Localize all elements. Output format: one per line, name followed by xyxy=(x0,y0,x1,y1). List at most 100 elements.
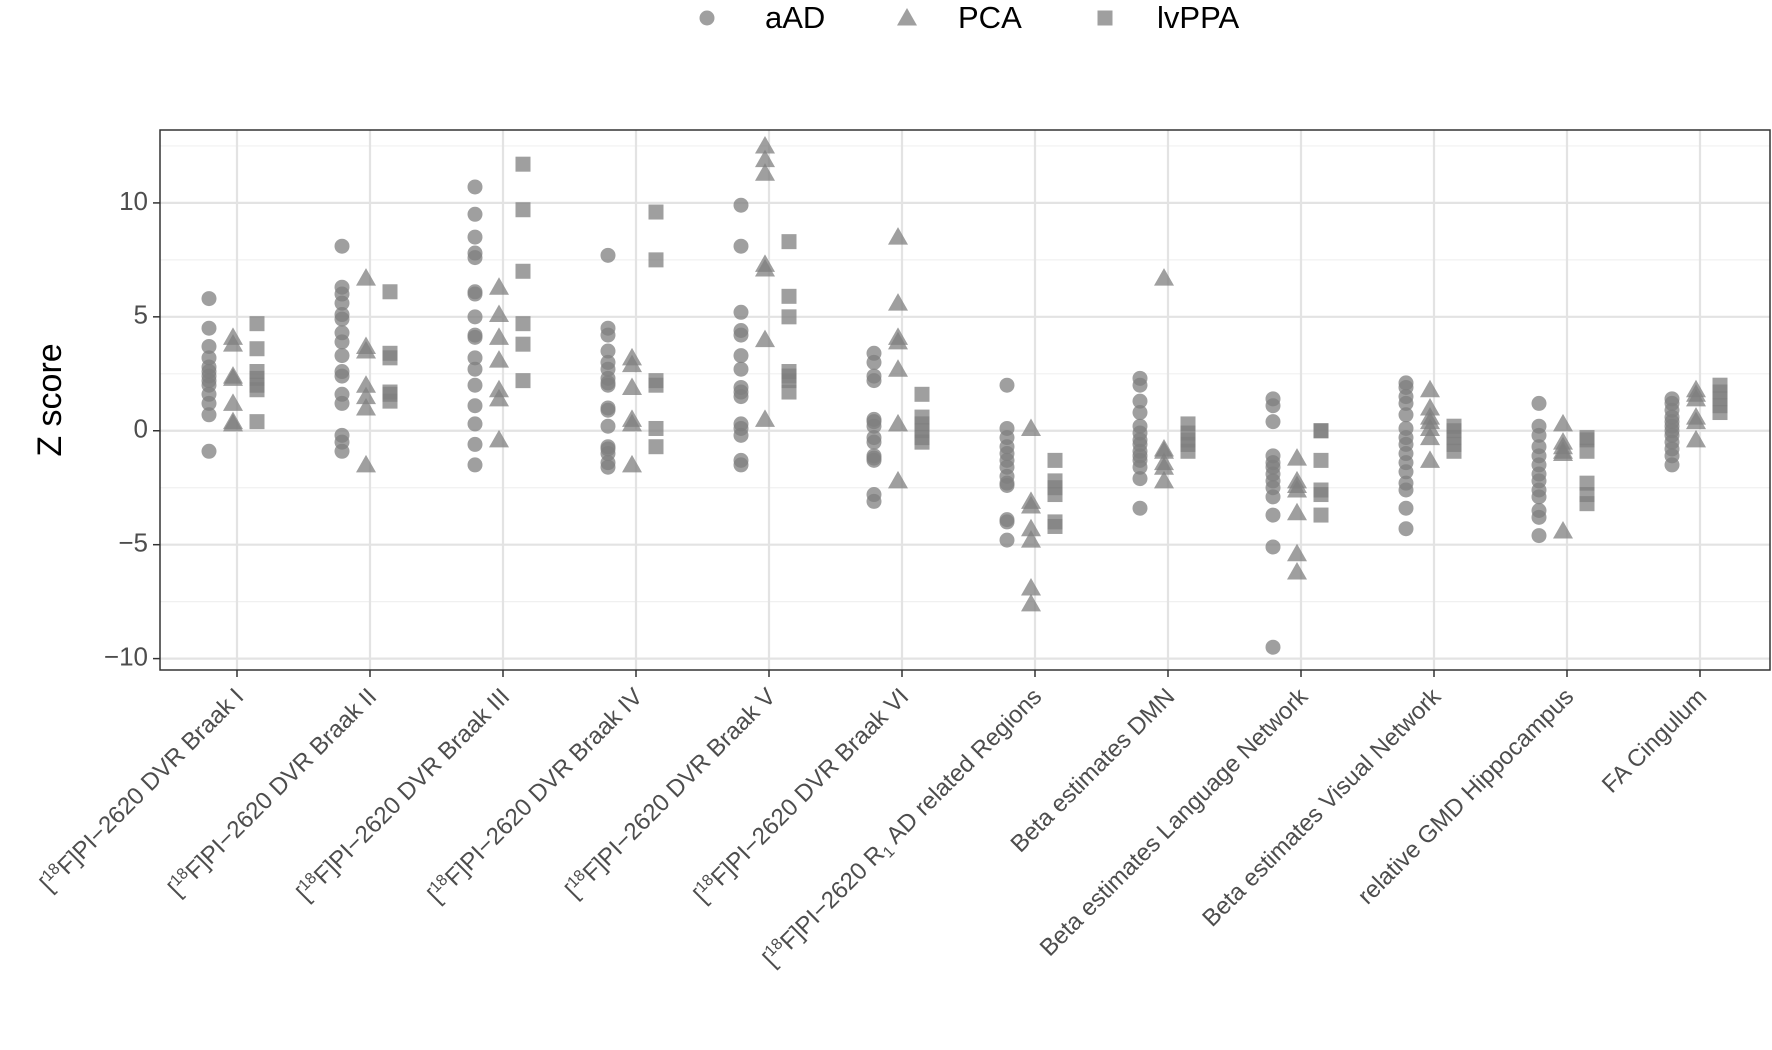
point-aAD xyxy=(733,389,749,405)
point-PCA xyxy=(489,327,509,345)
point-lvPPA xyxy=(515,373,531,389)
point-aAD xyxy=(600,327,616,343)
point-aAD xyxy=(600,459,616,475)
point-aAD xyxy=(600,247,616,263)
point-lvPPA xyxy=(515,202,531,218)
point-aAD xyxy=(334,311,350,327)
point-PCA xyxy=(888,331,908,350)
point-lvPPA xyxy=(1313,452,1329,468)
point-lvPPA xyxy=(515,263,531,279)
point-aAD xyxy=(600,343,616,359)
point-lvPPA xyxy=(1180,443,1196,459)
point-PCA xyxy=(622,354,642,373)
point-lvPPA xyxy=(914,434,930,450)
point-aAD xyxy=(999,477,1015,493)
point-aAD xyxy=(866,452,882,468)
point-aAD xyxy=(467,250,483,266)
point-PCA xyxy=(755,258,775,277)
point-lvPPA xyxy=(1313,487,1329,503)
point-aAD xyxy=(1398,395,1414,411)
point-lvPPA xyxy=(249,316,265,332)
point-aAD xyxy=(1265,639,1281,655)
point-PCA xyxy=(1021,577,1041,596)
point-lvPPA xyxy=(648,204,664,220)
point-PCA xyxy=(489,429,509,448)
point-lvPPA xyxy=(648,439,664,455)
point-PCA xyxy=(1021,530,1041,548)
point-aAD xyxy=(334,368,350,384)
legend-key-lvPPA xyxy=(1097,10,1113,26)
point-PCA xyxy=(888,359,908,377)
point-lvPPA xyxy=(1446,443,1462,459)
point-aAD xyxy=(1398,521,1414,537)
point-PCA xyxy=(1686,388,1706,407)
y-tick-label: −5 xyxy=(118,528,148,558)
legend-key-PCA xyxy=(897,8,917,26)
point-aAD xyxy=(866,434,882,450)
point-lvPPA xyxy=(914,386,930,402)
point-aAD xyxy=(866,418,882,434)
point-PCA xyxy=(888,293,908,311)
point-PCA xyxy=(1154,470,1174,489)
point-lvPPA xyxy=(781,309,797,325)
point-PCA xyxy=(489,388,509,407)
point-PCA xyxy=(1021,495,1041,514)
point-lvPPA xyxy=(781,373,797,389)
point-aAD xyxy=(467,377,483,393)
point-PCA xyxy=(356,397,376,416)
point-lvPPA xyxy=(1579,443,1595,459)
point-lvPPA xyxy=(781,384,797,400)
point-aAD xyxy=(201,291,217,307)
point-PCA xyxy=(1021,518,1041,537)
y-tick-label: 10 xyxy=(119,186,148,216)
point-PCA xyxy=(888,413,908,432)
point-lvPPA xyxy=(382,393,398,409)
point-PCA xyxy=(1686,411,1706,430)
point-aAD xyxy=(733,327,749,343)
point-PCA xyxy=(1420,379,1440,398)
plot-panel xyxy=(160,130,1770,670)
point-lvPPA xyxy=(1579,475,1595,491)
y-axis-title: Z score xyxy=(31,343,69,456)
point-aAD xyxy=(1531,427,1547,443)
point-PCA xyxy=(356,454,376,473)
point-aAD xyxy=(733,238,749,254)
point-lvPPA xyxy=(648,252,664,268)
point-aAD xyxy=(467,436,483,452)
point-PCA xyxy=(356,341,376,359)
point-aAD xyxy=(733,457,749,473)
point-aAD xyxy=(1265,539,1281,555)
point-aAD xyxy=(1132,471,1148,487)
point-aAD xyxy=(1132,377,1148,393)
point-PCA xyxy=(223,368,243,386)
point-PCA xyxy=(755,149,775,168)
point-aAD xyxy=(600,402,616,418)
point-lvPPA xyxy=(1712,405,1728,421)
point-aAD xyxy=(201,443,217,459)
point-lvPPA xyxy=(1313,507,1329,523)
point-PCA xyxy=(489,350,509,368)
point-lvPPA xyxy=(1047,487,1063,503)
point-lvPPA xyxy=(1579,496,1595,512)
point-PCA xyxy=(1420,427,1440,446)
point-aAD xyxy=(334,348,350,364)
point-PCA xyxy=(1553,413,1573,432)
point-aAD xyxy=(334,295,350,311)
point-PCA xyxy=(622,454,642,473)
point-PCA xyxy=(1287,543,1307,562)
point-aAD xyxy=(1398,482,1414,498)
series-aAD xyxy=(201,179,1680,655)
point-lvPPA xyxy=(1579,432,1595,448)
point-aAD xyxy=(1398,407,1414,423)
point-lvPPA xyxy=(781,234,797,250)
point-PCA xyxy=(1420,450,1440,468)
point-aAD xyxy=(1132,393,1148,409)
point-PCA xyxy=(755,409,775,427)
y-tick-label: 5 xyxy=(134,300,148,330)
point-aAD xyxy=(866,493,882,509)
point-aAD xyxy=(334,334,350,350)
point-aAD xyxy=(999,377,1015,393)
point-aAD xyxy=(1265,414,1281,430)
point-PCA xyxy=(755,135,775,154)
point-aAD xyxy=(467,286,483,302)
